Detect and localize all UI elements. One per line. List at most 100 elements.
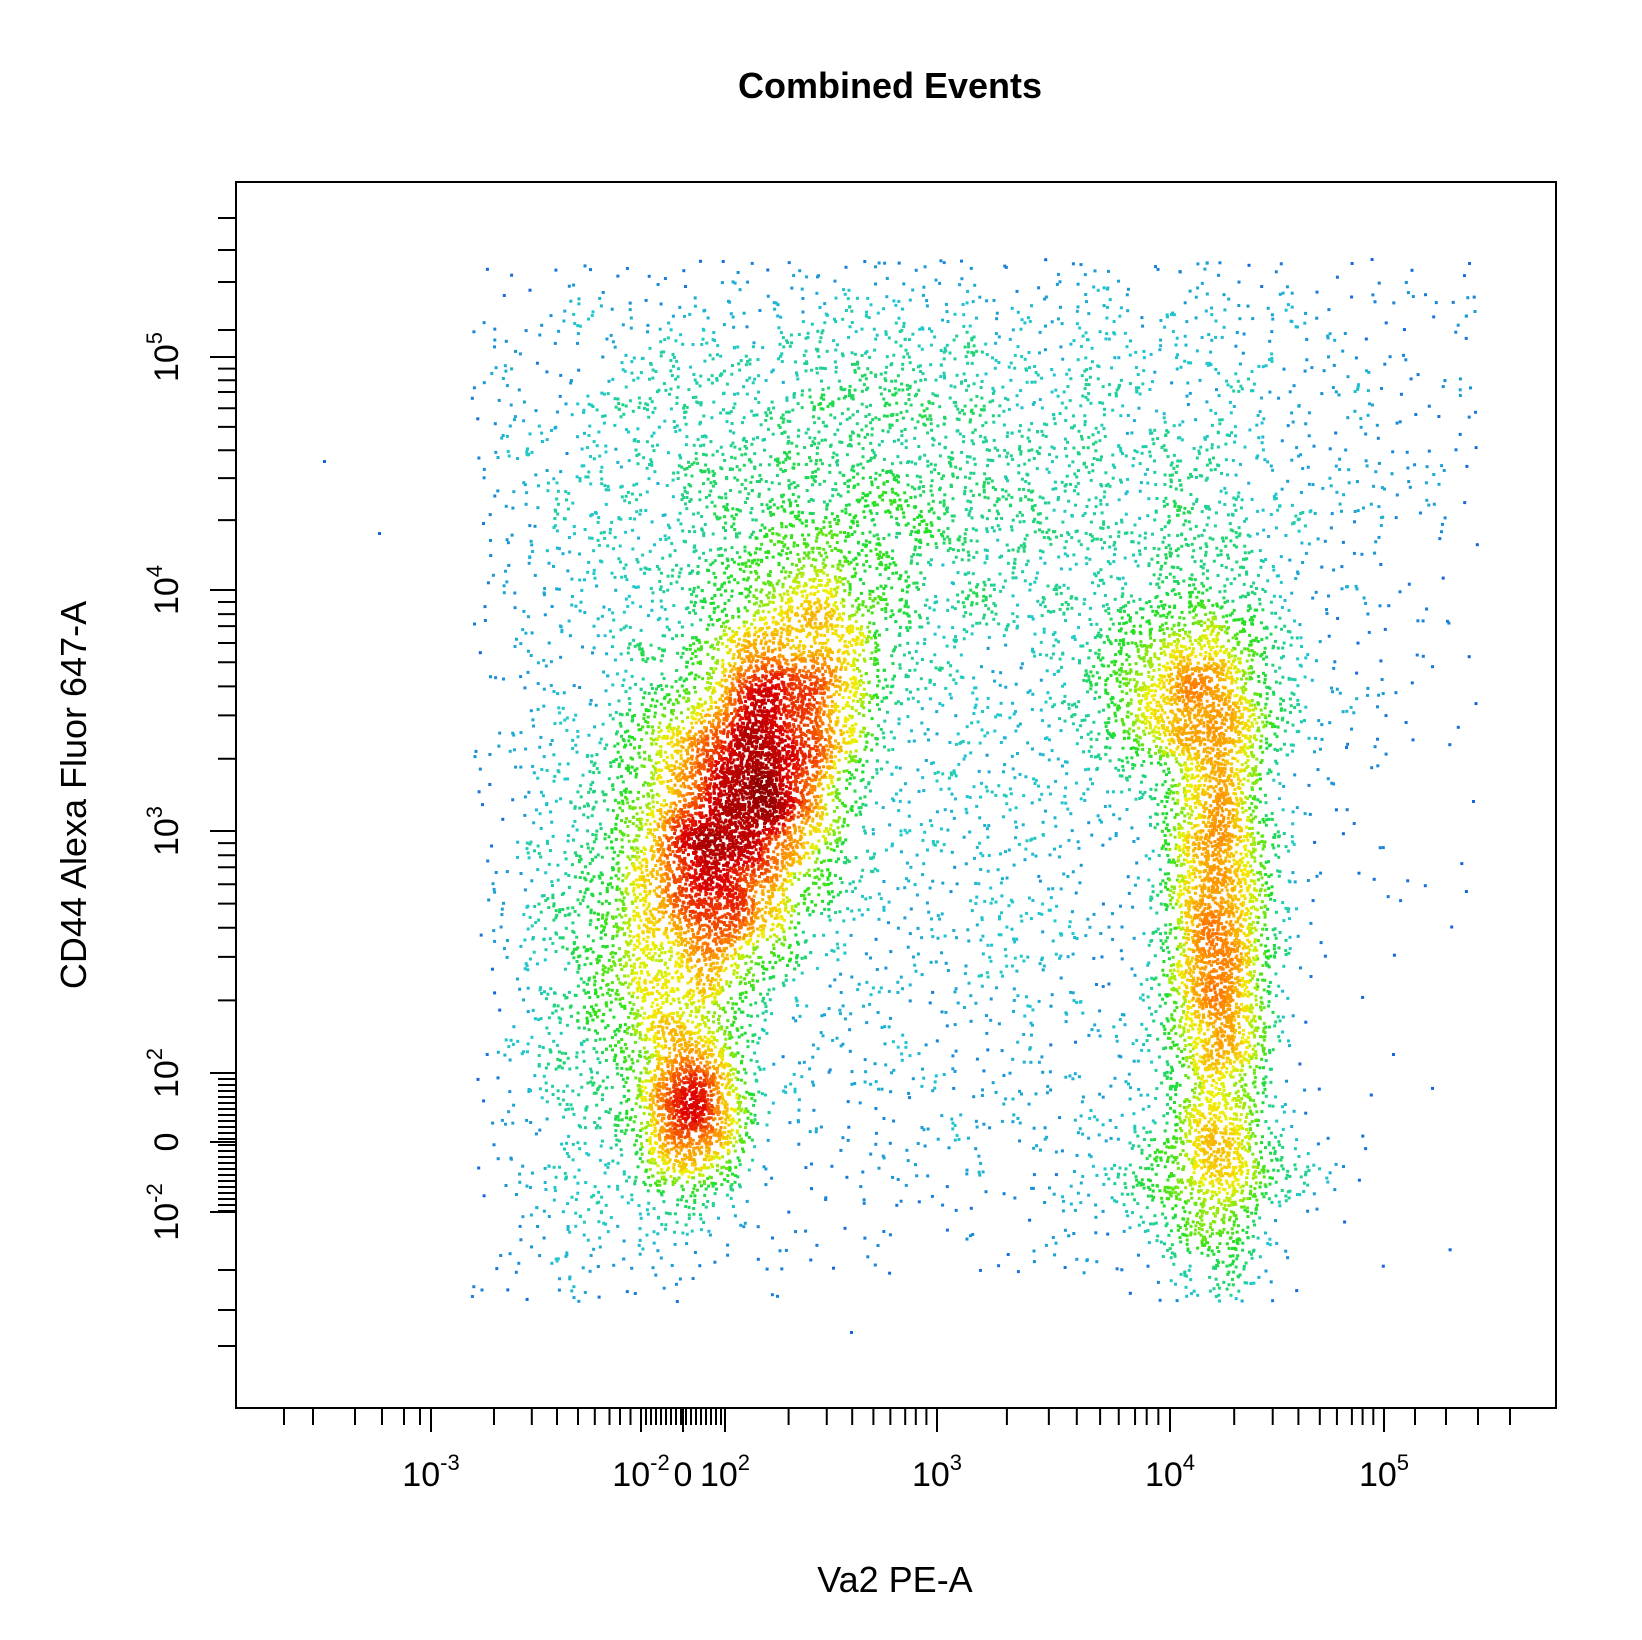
event-point: [585, 1152, 589, 1156]
event-point: [544, 1066, 548, 1070]
event-point: [1076, 282, 1080, 286]
event-point: [1022, 794, 1026, 798]
event-point: [576, 324, 580, 328]
event-point: [1290, 677, 1294, 681]
event-point: [953, 1138, 957, 1142]
event-point: [505, 538, 509, 542]
event-point: [1100, 423, 1104, 427]
event-point: [1105, 603, 1109, 607]
event-point: [1020, 318, 1024, 322]
event-point: [915, 853, 919, 857]
event-point: [1107, 337, 1111, 341]
event-point: [506, 541, 510, 545]
event-point: [895, 535, 898, 539]
event-point: [1081, 644, 1085, 648]
event-point: [1334, 1162, 1338, 1166]
event-point: [1340, 565, 1344, 569]
event-point: [1151, 884, 1155, 888]
event-point: [1331, 386, 1335, 389]
event-point: [537, 484, 540, 488]
event-point: [1074, 503, 1077, 507]
event-point: [1274, 1219, 1277, 1223]
event-point: [547, 561, 551, 565]
event-point: [817, 430, 821, 434]
event-point: [1320, 723, 1324, 727]
event-point: [830, 1164, 834, 1168]
event-point: [1042, 964, 1046, 968]
event-point: [675, 396, 679, 400]
event-point: [996, 713, 1000, 717]
event-point: [531, 550, 535, 553]
event-point: [509, 1157, 513, 1161]
event-point: [872, 855, 876, 859]
event-point: [992, 588, 996, 591]
event-point: [887, 748, 891, 752]
event-point: [622, 678, 626, 682]
event-point: [1289, 711, 1292, 714]
event-point: [592, 1193, 596, 1197]
event-point: [1075, 742, 1079, 746]
event-point: [776, 1294, 779, 1298]
event-point: [968, 830, 972, 834]
event-point: [916, 365, 920, 369]
event-point: [935, 810, 939, 814]
event-point: [1059, 933, 1063, 937]
event-point: [643, 571, 646, 575]
event-point: [582, 813, 586, 817]
event-point: [1121, 404, 1125, 408]
event-point: [612, 1263, 616, 1267]
event-point: [1169, 1256, 1173, 1260]
event-point: [1233, 425, 1237, 429]
event-point: [983, 548, 987, 552]
event-point: [1015, 403, 1019, 407]
event-point: [710, 416, 714, 420]
event-point: [1054, 585, 1058, 589]
event-point: [1006, 398, 1010, 402]
event-point: [915, 893, 919, 897]
event-point: [1233, 577, 1237, 581]
event-point: [921, 776, 925, 780]
event-point: [979, 1161, 983, 1165]
event-point: [754, 1078, 758, 1082]
event-point: [1270, 611, 1274, 615]
event-point: [894, 303, 898, 307]
event-point: [580, 464, 584, 468]
event-point: [874, 1142, 878, 1146]
event-point: [1024, 480, 1028, 483]
event-point: [597, 1190, 601, 1194]
event-point: [969, 994, 973, 998]
event-point: [1002, 1102, 1006, 1106]
event-point: [644, 402, 648, 406]
event-point: [815, 1243, 819, 1247]
event-point: [1041, 820, 1045, 824]
event-point: [1146, 1093, 1150, 1097]
event-point: [946, 828, 950, 832]
event-point: [1093, 1115, 1097, 1119]
event-point: [528, 915, 532, 919]
event-point: [1272, 568, 1276, 572]
event-point: [1102, 304, 1106, 308]
event-point: [1120, 1113, 1124, 1117]
event-point: [691, 1277, 695, 1280]
event-point: [564, 1175, 568, 1179]
event-point: [955, 882, 959, 886]
event-point: [537, 1064, 541, 1068]
event-point: [903, 337, 907, 341]
event-point: [609, 333, 613, 337]
event-point: [914, 649, 918, 653]
event-point: [1104, 752, 1108, 756]
event-point: [978, 1173, 982, 1177]
event-point: [1085, 641, 1089, 645]
event-point: [1288, 1189, 1292, 1193]
event-point: [863, 1058, 867, 1062]
event-point: [1172, 1262, 1176, 1266]
event-point: [922, 789, 926, 793]
event-point: [636, 440, 640, 443]
event-point: [1145, 1130, 1149, 1134]
event-point: [1261, 559, 1265, 563]
event-point: [975, 394, 979, 398]
event-point: [582, 1233, 586, 1237]
event-point: [1066, 607, 1070, 611]
event-point: [1287, 1039, 1290, 1043]
event-point: [975, 621, 979, 625]
